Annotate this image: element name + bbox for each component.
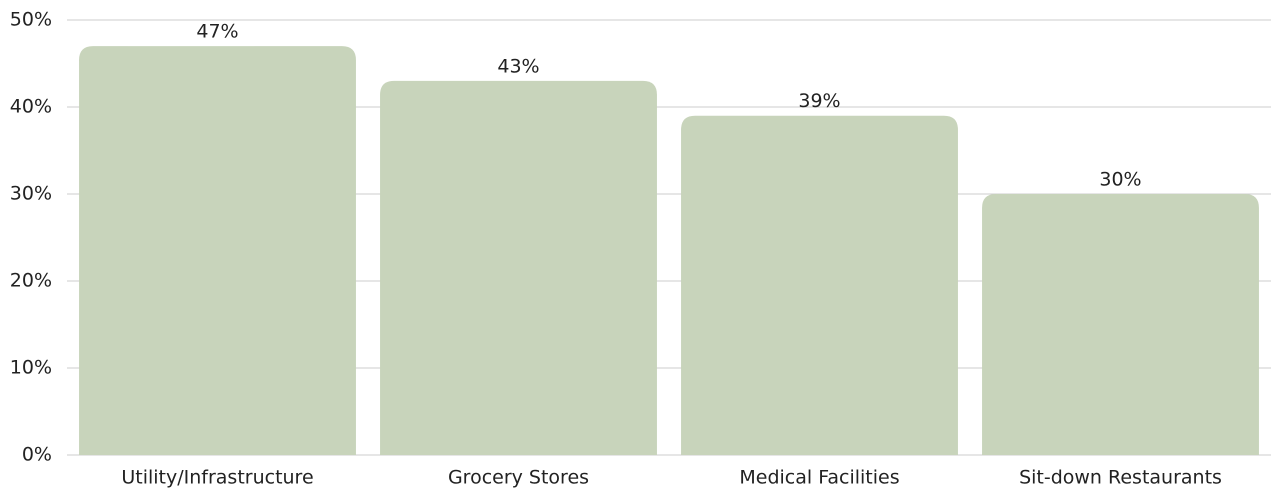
y-tick-label: 30% [10, 183, 52, 205]
y-tick-label: 0% [22, 444, 52, 466]
x-tick-label: Medical Facilities [739, 467, 899, 489]
bar [380, 80, 657, 456]
y-tick-label: 20% [10, 270, 52, 292]
data-label: 47% [196, 21, 238, 43]
data-label: 39% [798, 90, 840, 112]
x-tick-label: Utility/Infrastructure [121, 467, 313, 489]
bar [79, 46, 356, 455]
y-tick-label: 40% [10, 96, 52, 118]
data-label: 43% [497, 55, 539, 77]
data-label: 30% [1099, 169, 1141, 191]
bar [681, 115, 958, 455]
x-tick-label: Grocery Stores [448, 467, 589, 489]
bar [982, 194, 1259, 455]
x-tick-label: Sit-down Restaurants [1019, 467, 1222, 489]
y-tick-label: 10% [10, 357, 52, 379]
y-tick-label: 50% [10, 9, 52, 31]
